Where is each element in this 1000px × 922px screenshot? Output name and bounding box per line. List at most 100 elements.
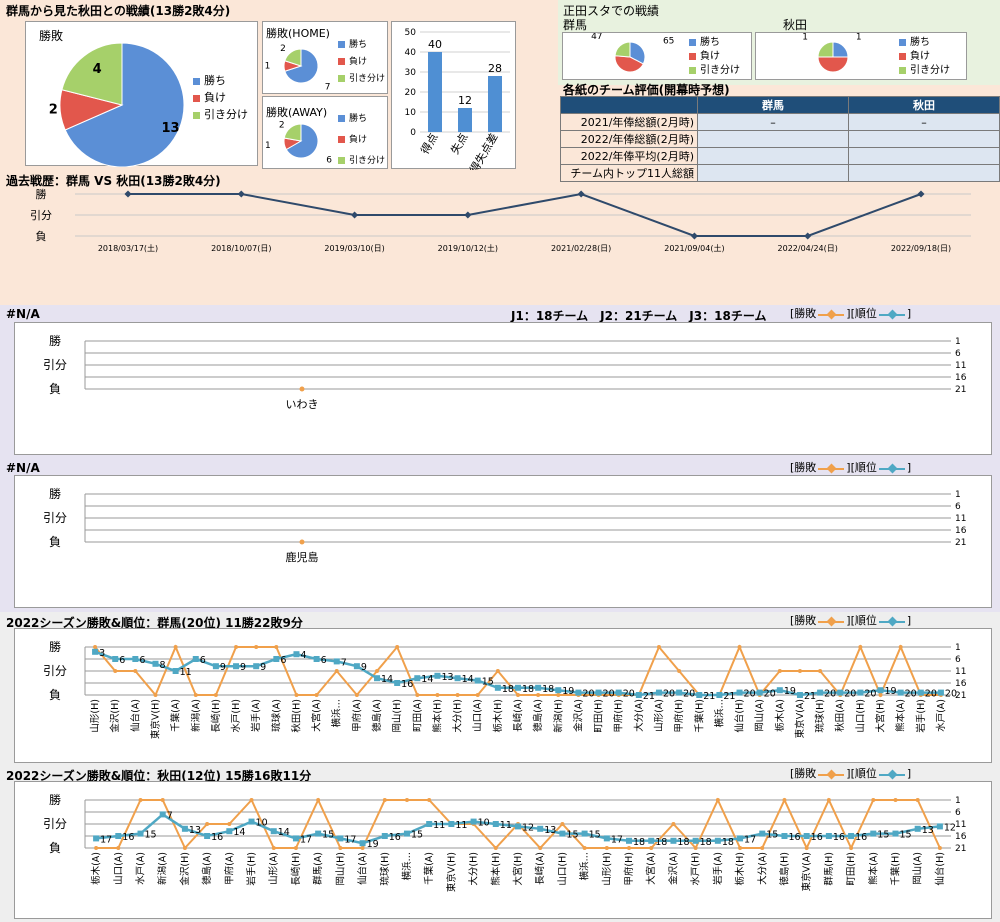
result-point [193,693,198,697]
result-point [937,846,942,850]
eval-cell: – [697,113,849,131]
result-point [133,669,138,673]
rank-point [595,689,602,696]
rank-point [877,687,884,694]
legend-loss: 負け [204,91,226,104]
result-point [898,645,903,649]
rank-data-label: 15 [899,830,911,841]
rank-point [292,835,299,842]
eval-row-label: チーム内トップ11人総額 [560,164,698,182]
na1-legend: [勝敗][順位] [790,305,911,321]
x-category-label: 栃木(H) [734,852,746,886]
x-category-label: 長崎(A) [512,699,524,732]
x-category-label: 秋田(H) [290,699,302,733]
stadium-gunma-panel: 658747 勝ち 負け 引き分け [562,32,752,80]
rank-data-label: 20 [844,689,856,700]
legend-end: ] [906,614,912,627]
rank-data-label: 6 [280,655,286,666]
rank-data-label: 6 [119,655,125,666]
x-category-label: 岩手(H) [246,852,258,886]
eval-header-blank [560,96,698,114]
x-category-label: 大宮(H) [512,852,524,886]
legend-loss-swatch [193,94,200,102]
rank-data-label: 7 [341,657,347,668]
goals-bar-panel: 0 10 20 30 40 50 40 得点 12 失点 28 得失点差 [391,21,516,170]
rank-tick-label: 11 [955,667,966,677]
rank-point [803,833,810,839]
x-category-label: 新潟(A) [190,699,202,732]
rank-point [333,658,340,665]
rank-point [137,830,144,837]
x-category-label: 町田(H) [594,699,605,733]
x-category-label: 水戸(H) [690,852,702,886]
result-point [858,645,863,649]
rank-point [93,835,100,842]
rank-point [515,823,521,830]
bar-category-label: 失点 [448,131,470,157]
legend-draw-swatch [689,66,696,74]
legend-win: 勝ち [700,37,720,48]
result-point [299,539,305,545]
pie-slice [614,55,644,73]
rank-data-label: 15 [566,830,578,841]
rank-point [152,660,159,667]
pie-data-label: 1 [265,62,271,72]
rank-point [776,687,783,694]
bar [428,52,442,132]
rank-data-label: 11 [433,820,445,831]
bar-y-tick: 10 [405,108,417,118]
x-category-label: 山口(A) [113,852,124,885]
rank-data-label: 20 [905,689,917,700]
result-tick-label: 負 [49,688,61,702]
x-category-label: 山口(H) [557,852,568,886]
rank-data-label: 15 [411,830,423,841]
result-point [316,798,321,802]
x-category-label: 町田(A) [412,699,423,732]
rank-data-label: 6 [200,655,206,666]
x-category-label: 栃木(A) [90,852,102,885]
x-category-label: 山形(A) [268,852,280,885]
result-point [314,693,319,697]
rank-tick-label: 1 [955,490,961,500]
result-tick-label: 負 [49,382,61,396]
legend-win: 勝ち [349,114,368,124]
rank-data-label: 20 [864,689,876,700]
bar-category-label: 得点 [418,131,440,157]
x-category-label: 大分(A) [756,852,768,885]
x-category-label: 甲府(H) [673,699,685,733]
rank-tick-label: 21 [955,691,966,701]
pie-data-label: 1 [265,141,271,151]
x-category-label: 大分(H) [452,699,464,733]
legend-draw-swatch [193,111,200,119]
result-point [160,798,165,802]
rank-point [714,837,721,844]
x-category-label: 大分(A) [633,699,645,732]
rank-point [917,689,924,696]
na1-league: J1：18チーム J2：21チーム J3：18チーム [511,309,767,323]
pie-slice [285,123,319,159]
legend-result-swatch [818,769,845,779]
rank-tick-label: 21 [955,538,966,548]
rank-data-label: 20 [683,689,695,700]
result-tick-label: 勝 [49,486,61,501]
history-y-tick: 勝 [36,187,47,201]
rank-point [494,684,501,691]
rank-data-label: 20 [623,689,635,700]
rank-data-label: 11 [455,820,467,831]
rank-data-label: 19 [562,686,574,697]
rank-data-label: 17 [344,834,356,845]
pie-data-label: 2 [49,102,58,117]
rank-point [492,821,499,827]
rank-point [615,689,622,696]
home-pie-legend: 勝ち 負け 引き分け [338,37,385,88]
rank-data-label: 14 [233,827,245,838]
pie-data-label: 1 [856,33,862,43]
rank-data-label: 20 [744,689,756,700]
legend-draw-swatch [338,75,345,82]
x-category-label: 甲府(H) [613,699,625,733]
rank-point [781,833,788,839]
rank-data-label: 17 [744,834,756,845]
rank-point [270,828,277,835]
rank-data-label: 9 [220,662,226,673]
